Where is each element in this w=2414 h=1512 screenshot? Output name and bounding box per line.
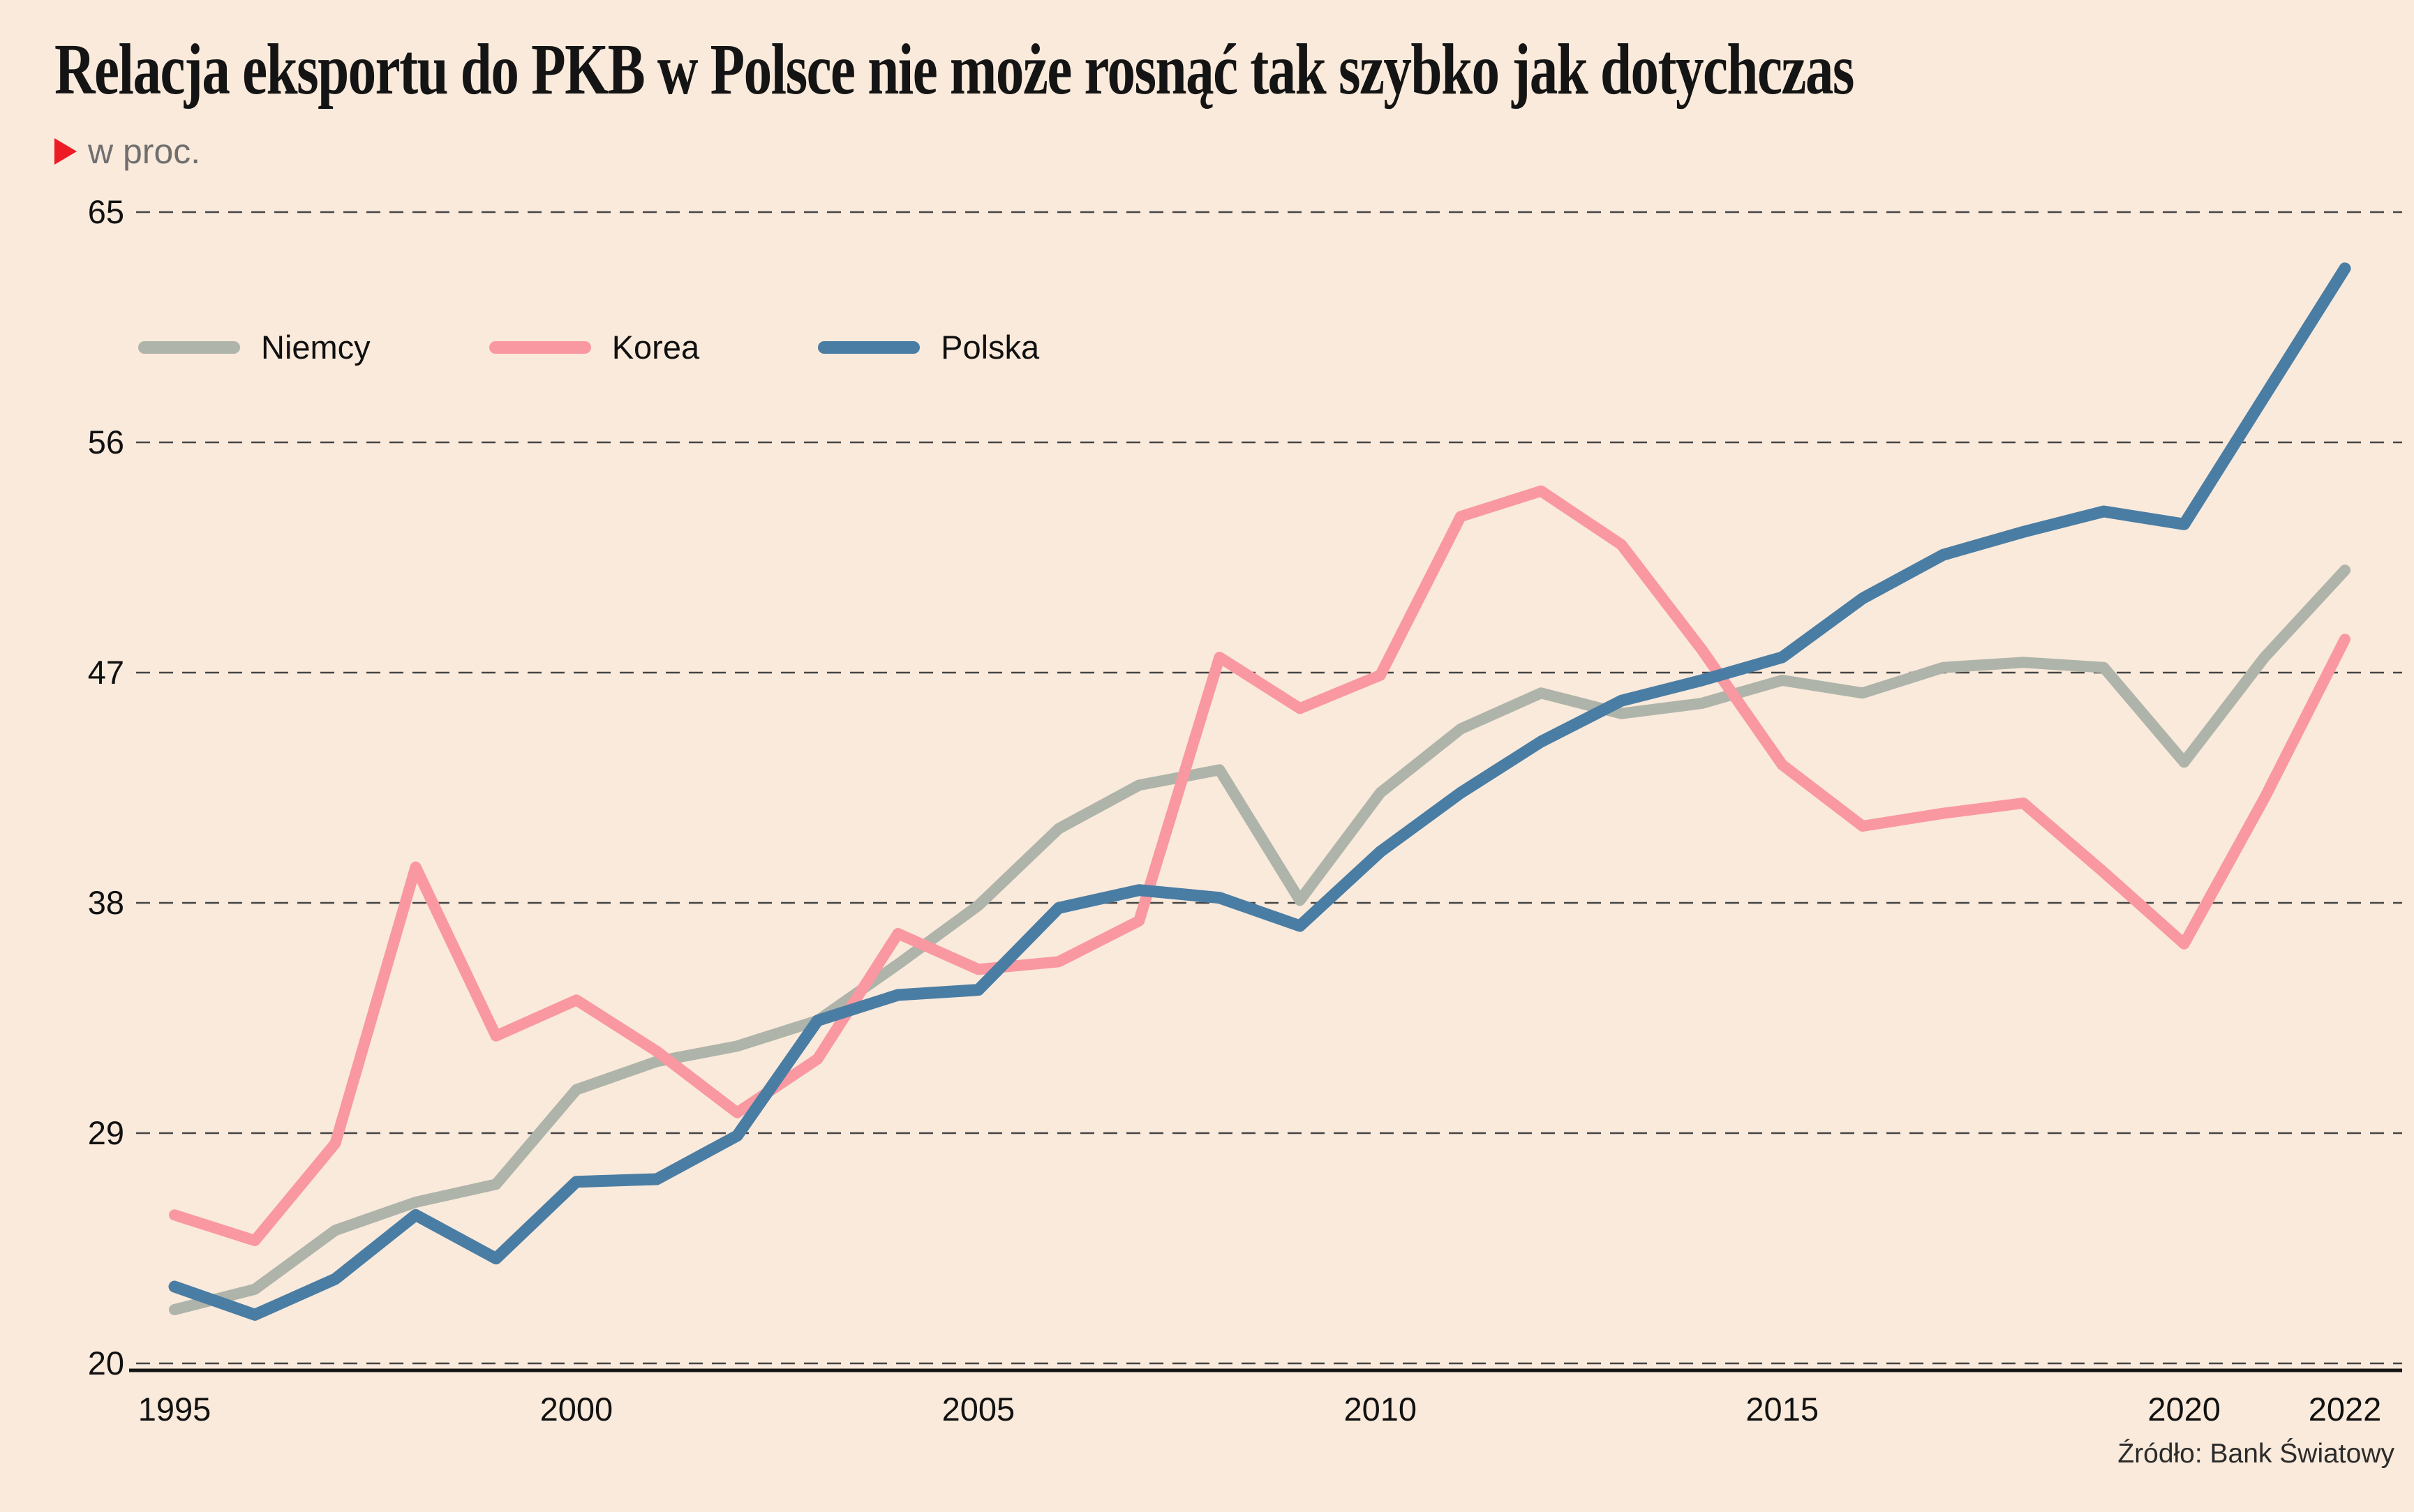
series-line-polska — [168, 262, 2351, 1321]
y-tick-label-47: 47 — [87, 654, 124, 691]
chart-subtitle: w proc. — [54, 134, 200, 169]
legend-swatch-korea — [489, 340, 591, 354]
y-tick-label-38: 38 — [87, 884, 124, 921]
legend-item-korea: Korea — [489, 328, 699, 366]
legend-item-polska: Polska — [818, 328, 1039, 366]
legend-label: Korea — [611, 329, 700, 366]
x-tick-label-1995: 1995 — [137, 1391, 211, 1428]
source-credit: Źródło: Bank Światowy — [2117, 1439, 2394, 1469]
legend-label: Niemcy — [261, 329, 371, 366]
legend-swatch-polska — [818, 340, 921, 354]
y-tick-label-29: 29 — [87, 1114, 124, 1151]
legend-label: Polska — [941, 329, 1040, 366]
chart-title: Relacja eksportu do PKB w Polsce nie moż… — [54, 29, 1854, 110]
y-tick-label-20: 20 — [87, 1345, 124, 1382]
x-tick-label-2020: 2020 — [2147, 1391, 2221, 1428]
legend-item-niemcy: Niemcy — [138, 328, 371, 366]
series-line-niemcy — [169, 564, 2350, 1315]
x-tick-label-2022: 2022 — [2308, 1391, 2382, 1428]
x-tick-label-2015: 2015 — [1745, 1391, 1819, 1428]
x-tick-label-2010: 2010 — [1343, 1391, 1417, 1428]
y-tick-label-56: 56 — [87, 424, 124, 461]
y-tick-label-65: 65 — [87, 193, 124, 230]
series-line-korea — [169, 485, 2350, 1246]
subtitle-marker-icon — [54, 138, 77, 165]
subtitle-label: w proc. — [88, 132, 201, 171]
x-tick-label-2005: 2005 — [941, 1391, 1015, 1428]
x-tick-label-2000: 2000 — [539, 1391, 613, 1428]
chart-legend: Niemcy Korea Polska — [138, 328, 1039, 366]
legend-swatch-niemcy — [138, 340, 240, 354]
